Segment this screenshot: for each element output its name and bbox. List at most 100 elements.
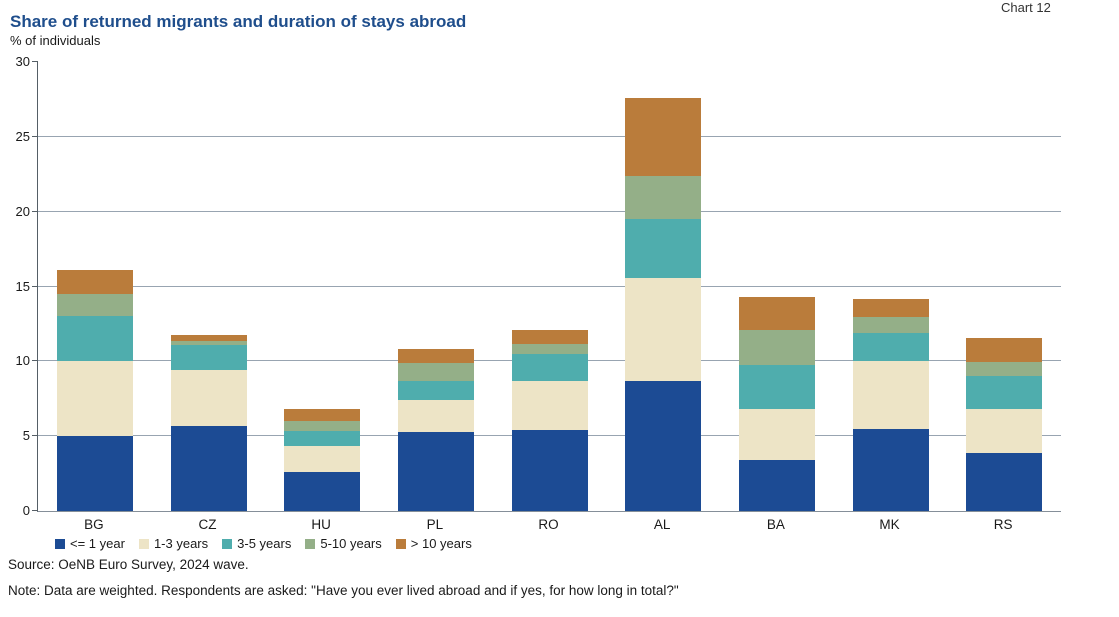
gridline — [38, 210, 1061, 212]
gridline — [38, 285, 1061, 287]
bar-segment — [738, 329, 815, 366]
bar-segment — [56, 294, 133, 317]
x-axis-label-hu: HU — [311, 517, 331, 532]
bar-segment — [170, 341, 247, 345]
bar-segment — [397, 362, 474, 381]
y-tick-mark — [32, 210, 38, 212]
y-tick-mark — [32, 135, 38, 137]
plot-canvas — [32, 61, 1061, 512]
bar-segment — [56, 316, 133, 362]
bar-segment — [852, 332, 929, 362]
chart-legend: <= 1 year 1-3 years 3-5 years 5-10 years > 1… — [55, 536, 472, 551]
legend-item: > 10 years — [395, 536, 472, 551]
chart-title: Share of returned migrants and duration … — [10, 12, 467, 31]
bar-segment — [170, 335, 247, 342]
bar-segment — [170, 425, 247, 511]
bar-ro — [511, 329, 588, 511]
bar-segment — [738, 460, 815, 511]
y-tick-mark — [32, 510, 38, 511]
bar-segment — [625, 219, 702, 278]
y-tick-mark — [32, 360, 38, 362]
bar-segment — [966, 452, 1043, 511]
bar-segment — [966, 338, 1043, 363]
bar-hu — [284, 409, 361, 511]
bar-segment — [397, 431, 474, 511]
bar-bg — [56, 270, 133, 511]
y-tick-mark — [32, 435, 38, 437]
x-axis-label-bg: BG — [84, 517, 104, 532]
bar-rs — [966, 338, 1043, 511]
legend-label: <= 1 year — [70, 536, 125, 551]
y-axis: 0 5 10 15 20 25 30 — [0, 55, 30, 518]
bar-ba — [738, 297, 815, 511]
bar-segment — [625, 97, 702, 176]
bar-segment — [397, 349, 474, 363]
legend-swatch-icon — [138, 538, 149, 549]
bar-segment — [966, 409, 1043, 453]
bar-segment — [966, 376, 1043, 410]
bar-segment — [284, 430, 361, 446]
bar-cz — [170, 335, 247, 511]
x-axis-label-rs: RS — [993, 517, 1013, 532]
y-tick-mark — [32, 61, 38, 62]
y-axis-tick-label: 15 — [15, 278, 30, 294]
bar-segment — [56, 436, 133, 511]
bar-segment — [284, 472, 361, 511]
bar-segment — [284, 421, 361, 431]
gridline — [38, 135, 1061, 137]
legend-swatch-icon — [395, 538, 406, 549]
legend-item: 3-5 years — [222, 536, 291, 551]
bar-segment — [852, 361, 929, 429]
legend-label: > 10 years — [410, 536, 472, 551]
bar-segment — [511, 329, 588, 345]
bar-segment — [511, 344, 588, 354]
bar-segment — [852, 299, 929, 318]
x-axis-label-al: AL — [653, 517, 671, 532]
bar-segment — [511, 353, 588, 381]
legend-item: <= 1 year — [55, 536, 125, 551]
bar-segment — [56, 361, 133, 437]
bar-segment — [511, 380, 588, 431]
bar-segment — [284, 445, 361, 473]
bar-segment — [852, 428, 929, 511]
bar-segment — [625, 380, 702, 511]
bar-segment — [625, 277, 702, 381]
x-axis-label-mk: MK — [879, 517, 900, 532]
bar-mk — [852, 299, 929, 511]
chart-subtitle: % of individuals — [10, 33, 101, 48]
bar-segment — [170, 344, 247, 371]
legend-label: 5-10 years — [320, 536, 382, 551]
legend-swatch-icon — [55, 538, 65, 549]
bar-segment — [738, 408, 815, 461]
source-text: Source: OeNB Euro Survey, 2024 wave. — [8, 557, 249, 572]
bar-segment — [511, 430, 588, 511]
bar-al — [625, 97, 702, 511]
legend-swatch-icon — [305, 538, 316, 549]
x-axis: BG CZ HU PL RO AL BA MK RS — [37, 517, 1060, 535]
x-axis-label-cz: CZ — [198, 517, 217, 532]
y-axis-tick-label: 20 — [15, 203, 30, 219]
bar-segment — [284, 409, 361, 422]
legend-item: 5-10 years — [305, 536, 382, 551]
y-axis-tick-label: 10 — [15, 353, 30, 369]
bar-segment — [738, 365, 815, 409]
legend-item: 1-3 years — [138, 536, 209, 551]
legend-label: 3-5 years — [237, 536, 292, 551]
chart-number-label: Chart 12 — [1001, 0, 1051, 15]
bar-segment — [397, 400, 474, 432]
y-axis-tick-label: 25 — [15, 128, 30, 144]
y-axis-tick-label: 5 — [22, 428, 30, 444]
bar-segment — [56, 270, 133, 295]
y-tick-mark — [32, 285, 38, 287]
bar-segment — [966, 362, 1043, 377]
bar-segment — [852, 317, 929, 333]
x-axis-label-pl: PL — [426, 517, 444, 532]
bar-segment — [170, 370, 247, 426]
note-text: Note: Data are weighted. Respondents are… — [8, 583, 679, 598]
x-axis-label-ba: BA — [766, 517, 785, 532]
bar-pl — [397, 349, 474, 511]
y-axis-tick-label: 0 — [22, 503, 30, 518]
legend-label: 1-3 years — [153, 536, 209, 551]
x-axis-label-ro: RO — [538, 517, 559, 532]
